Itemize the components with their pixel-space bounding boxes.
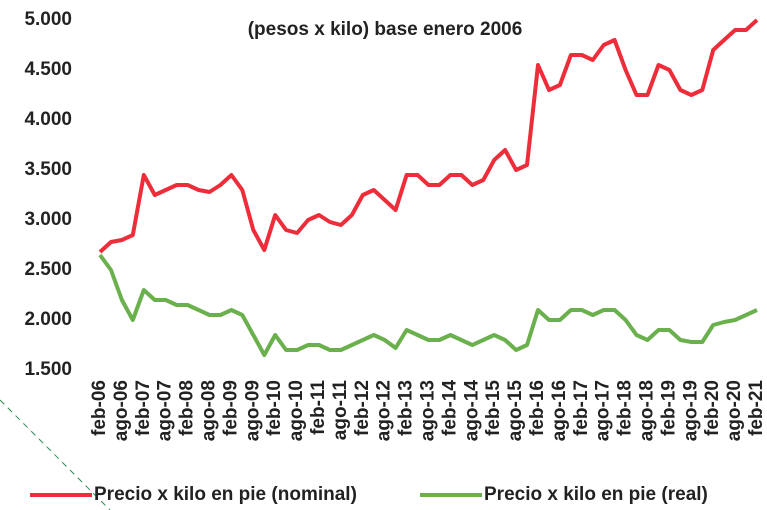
x-tick-label: feb-17 <box>571 380 592 436</box>
decoration <box>0 399 111 510</box>
y-tick-label: 3.500 <box>24 159 72 180</box>
x-tick-label: ago-11 <box>330 380 351 441</box>
x-tick-label: ago-10 <box>286 380 307 441</box>
x-tick-label: feb-21 <box>746 380 767 436</box>
x-tick-label: ago-13 <box>418 380 439 441</box>
x-tick-label: ago-15 <box>505 380 526 442</box>
y-tick-label: 5.000 <box>24 9 72 30</box>
x-tick-label: ago-12 <box>374 380 395 441</box>
x-tick-label: ago-17 <box>593 380 614 441</box>
legend-label: Precio x kilo en pie (nominal) <box>94 484 357 505</box>
y-tick-label: 3.000 <box>24 209 72 230</box>
chart-title: (pesos x kilo) base enero 2006 <box>248 19 523 40</box>
x-tick-label: feb-20 <box>702 380 723 436</box>
x-tick-label: feb-15 <box>483 380 504 436</box>
legend-label: Precio x kilo en pie (real) <box>484 484 708 505</box>
y-tick-label: 2.500 <box>24 259 72 280</box>
x-tick-label: feb-18 <box>615 380 636 436</box>
x-tick-label: ago-14 <box>461 380 482 442</box>
x-tick-label: feb-10 <box>264 380 285 436</box>
x-tick-label: feb-11 <box>308 380 329 435</box>
x-tick-label: feb-08 <box>177 380 198 436</box>
y-tick-label: 1.500 <box>24 359 72 380</box>
x-tick-label: ago-18 <box>637 380 658 441</box>
x-tick-label: feb-19 <box>658 380 679 436</box>
y-tick-label: 4.500 <box>24 59 72 80</box>
x-tick-label: ago-09 <box>242 380 263 441</box>
x-tick-label: ago-08 <box>199 380 220 441</box>
y-tick-label: 2.000 <box>24 309 72 330</box>
x-tick-label: feb-12 <box>352 380 373 436</box>
x-tick-label: ago-19 <box>680 380 701 441</box>
x-tick-label: feb-06 <box>89 380 110 436</box>
line <box>98 253 758 357</box>
x-tick-label: feb-16 <box>527 380 548 436</box>
x-tick-label: feb-07 <box>133 380 154 436</box>
line <box>98 18 759 254</box>
x-tick-label: ago-06 <box>111 380 132 441</box>
x-tick-label: feb-14 <box>439 380 460 436</box>
x-tick-label: ago-16 <box>549 380 570 441</box>
y-tick-label: 4.000 <box>24 109 72 130</box>
x-tick-label: ago-07 <box>155 380 176 441</box>
x-tick-label: feb-09 <box>220 380 241 436</box>
x-tick-label: feb-13 <box>396 380 417 436</box>
x-tick-label: ago-20 <box>724 380 745 441</box>
